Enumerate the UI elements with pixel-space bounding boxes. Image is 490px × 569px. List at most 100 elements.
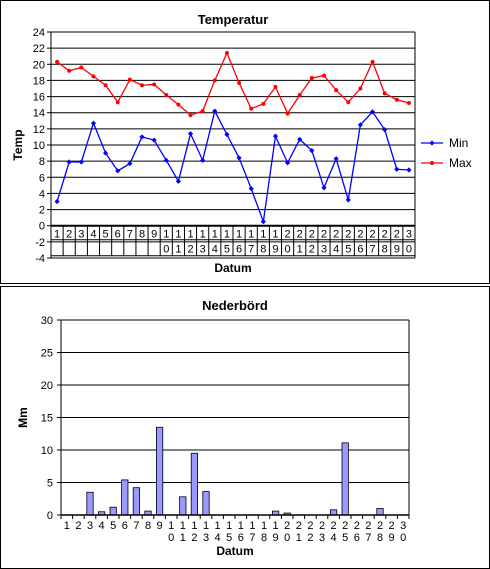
y-tick-label: 12 <box>33 124 45 136</box>
data-point-min <box>272 133 279 139</box>
data-point-max <box>188 113 193 118</box>
data-point-min <box>103 150 109 156</box>
y-tick-label: 5 <box>47 478 53 490</box>
legend-label: Max <box>449 156 472 170</box>
y-axis-title: Temp <box>11 129 25 160</box>
data-point-min <box>236 155 242 161</box>
y-tick-label: 6 <box>39 172 45 184</box>
data-point-min <box>175 178 181 184</box>
data-point-max <box>140 83 144 88</box>
x-axis-title: Datum <box>214 261 251 275</box>
data-point-max <box>406 101 411 106</box>
data-point-min <box>224 131 230 138</box>
x-tick-label: 3 <box>78 229 84 241</box>
precipitation-chart-panel: Nederbörd 0 5 10 15 20 25 30 1 2 3 4 5 6 7 8 9 1 0 1 1 1 2 1 3 1 4… <box>0 286 490 569</box>
bar <box>156 426 164 516</box>
data-point-min <box>66 159 72 165</box>
data-point-max <box>237 80 242 85</box>
data-point-min <box>309 148 315 154</box>
x-tick-label: 5 <box>110 520 116 532</box>
data-point-max <box>334 88 339 93</box>
data-point-min <box>151 137 157 143</box>
bar <box>86 491 94 516</box>
data-point-max <box>212 78 217 83</box>
y-tick-label: 16 <box>33 92 45 104</box>
x-tick-label: 8 <box>145 520 151 532</box>
data-point-min <box>90 120 97 126</box>
x-tick-label: 1 <box>54 229 60 241</box>
bar <box>179 496 187 516</box>
data-point-min <box>406 167 412 173</box>
data-point-max <box>249 106 254 111</box>
y-tick-label: 10 <box>41 445 53 457</box>
x-tick-label: 6 <box>122 520 128 532</box>
data-point-max <box>322 73 326 78</box>
x-tick-label: 7 <box>127 229 133 241</box>
data-point-min <box>54 198 60 205</box>
x-tick-label: 2 <box>75 520 81 532</box>
data-point-min <box>139 134 145 140</box>
data-point-min <box>163 157 169 163</box>
data-point-max <box>67 68 72 73</box>
data-point-min <box>127 160 133 167</box>
data-point-max <box>285 111 290 116</box>
data-point-max <box>55 59 60 64</box>
series-line-max <box>56 51 410 116</box>
data-point-max <box>358 86 363 91</box>
data-point-max <box>394 97 399 102</box>
y-axis-title: Mm <box>16 407 30 428</box>
y-tick-label: 10 <box>33 140 45 152</box>
x-tick-label: 4 <box>99 520 105 532</box>
data-point-max <box>297 92 302 97</box>
data-point-max <box>261 101 266 106</box>
x-tick-label: 8 <box>139 229 145 241</box>
x-tick-label: 6 <box>115 229 121 241</box>
data-point-max <box>200 109 205 114</box>
y-tick-label: 8 <box>39 156 45 168</box>
data-point-min <box>200 157 206 163</box>
y-tick-label: 2 <box>39 205 45 217</box>
bar <box>376 508 384 516</box>
y-tick-label: -2 <box>35 237 45 249</box>
y-tick-label: 30 <box>41 315 53 327</box>
x-tick-label: 5 <box>103 229 109 241</box>
data-point-max <box>91 74 96 79</box>
x-tick-label: 2 <box>66 229 72 241</box>
y-tick-label: 15 <box>41 413 53 425</box>
x-tick-label: 7 <box>133 520 139 532</box>
y-tick-label: 14 <box>33 108 45 120</box>
data-point-min <box>297 136 303 142</box>
y-tick-label: 20 <box>33 59 45 71</box>
bar <box>121 479 129 516</box>
chart-title: Temperatur <box>198 12 269 27</box>
data-point-max <box>370 59 375 64</box>
